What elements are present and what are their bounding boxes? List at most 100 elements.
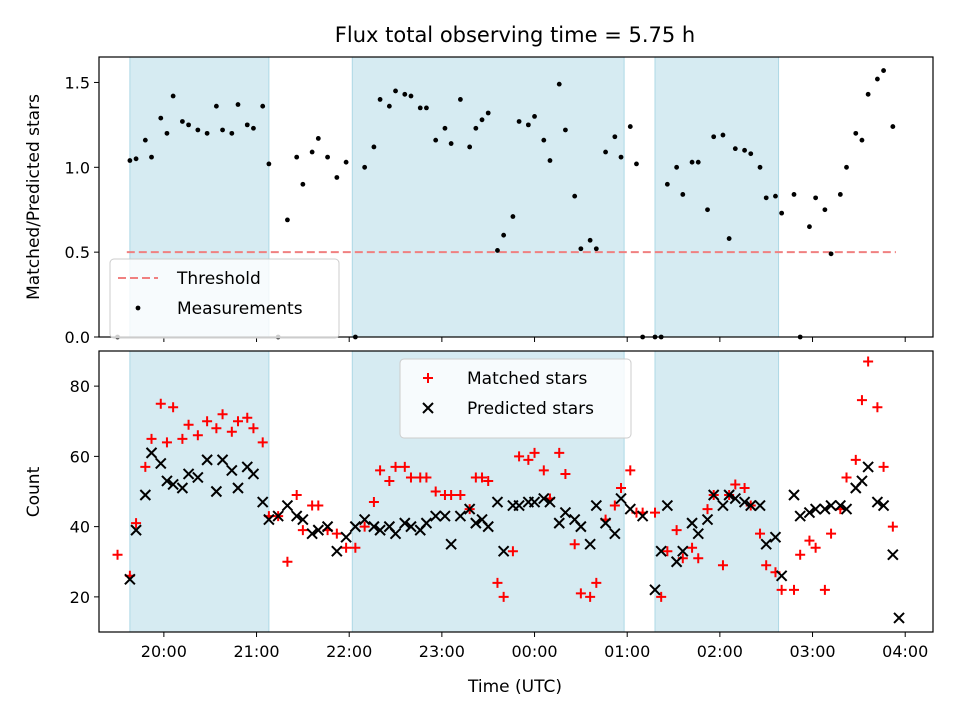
matched-star-point [217, 409, 228, 420]
predicted-star-point [297, 513, 309, 526]
predicted-star-point [803, 506, 816, 519]
predicted-star-point [312, 524, 325, 536]
predicted-star-point [893, 612, 905, 624]
measurement-point [343, 159, 349, 165]
predicted-star-point [723, 489, 735, 501]
measurement-point [371, 144, 377, 150]
measurement-point [773, 193, 778, 199]
matched-star-point [789, 584, 799, 595]
legend-label: Matched stars [467, 369, 587, 389]
predicted-star-point [130, 524, 142, 536]
measurement-point [393, 88, 398, 94]
matched-star-point [233, 416, 243, 427]
matched-star-point [560, 468, 571, 479]
matched-star-point [375, 465, 386, 476]
predicted-star-point [263, 513, 275, 526]
predicted-star-point [374, 524, 386, 536]
matched-star-point [168, 402, 179, 413]
predicted-star-point [513, 499, 525, 512]
predicted-star-point [201, 454, 213, 466]
measurement-point [127, 158, 133, 163]
predicted-star-point [887, 549, 899, 561]
matched-star-point [826, 528, 837, 539]
measurement-point [890, 124, 896, 129]
x-axis-label: Time (UTC) [467, 677, 562, 697]
legend-label: Measurements [177, 299, 303, 319]
matched-star-point [140, 461, 151, 472]
measurement-point [664, 181, 670, 187]
observing-interval-shade [654, 56, 780, 338]
plot-frame [98, 350, 934, 633]
predicted-star-point [139, 489, 152, 501]
measurement-point [837, 192, 843, 197]
y-tick-label: 0.0 [65, 328, 90, 347]
x-tick-label: 23:00 [419, 642, 465, 661]
predicted-star-point [599, 517, 612, 529]
matched-star-point [155, 398, 166, 409]
measurement-point [791, 192, 797, 197]
matched-star-point [492, 577, 503, 588]
predicted-star-point [463, 503, 476, 515]
measurement-point [266, 161, 272, 167]
matched-star-point [248, 423, 259, 434]
matched-star-point [856, 395, 867, 406]
plot-frame [98, 56, 934, 338]
measurement-point [473, 125, 479, 131]
matched-star-point [282, 556, 293, 567]
predicted-star-point [840, 503, 853, 515]
matched-star-point [131, 518, 142, 529]
measurement-point [875, 76, 880, 82]
matched-star-point [702, 504, 713, 515]
matched-star-point [146, 433, 157, 444]
measurement-point [495, 248, 500, 253]
predicted-star-point [661, 499, 674, 512]
x-tick-label: 04:00 [882, 642, 928, 661]
predicted-star-point [497, 545, 510, 557]
measurement-point [213, 103, 219, 109]
measurement-point [603, 149, 608, 155]
predicted-star-point [754, 499, 766, 512]
matched-star-point [755, 528, 766, 539]
y-tick-label: 1.0 [65, 158, 90, 177]
matched-star-point [850, 454, 861, 465]
measurement-point [334, 175, 340, 180]
matched-star-point [554, 447, 565, 458]
matched-star-point [242, 412, 253, 423]
measurement-point [458, 97, 463, 102]
predicted-star-point [368, 520, 380, 533]
measurement-point [674, 164, 680, 170]
measurement-point [525, 122, 531, 128]
measurement-point [578, 246, 584, 252]
measurement-point [402, 91, 408, 97]
matched-star-point [529, 447, 540, 458]
matched-star-point [313, 500, 324, 511]
matched-star-point [368, 497, 379, 508]
measurement-point [195, 127, 201, 133]
predicted-star-point [470, 517, 482, 529]
predicted-star-point [226, 464, 238, 477]
predicted-star-point [538, 492, 550, 505]
measurement-point [294, 154, 300, 160]
count-y-axis-label: Count [24, 466, 44, 517]
matched-star-point [455, 490, 466, 501]
matched-star-point [523, 454, 534, 465]
y-tick-label: 40 [70, 518, 90, 537]
predicted-star-point [340, 531, 352, 543]
measurement-point [424, 105, 429, 111]
predicted-star-point [655, 545, 667, 557]
matched-star-point [609, 500, 620, 511]
measurement-point [593, 246, 599, 252]
count-panel: 20 40 60 80 20:00 21:00 22:00 23:00 00:00 01:00 02… [70, 350, 934, 661]
measurement-point [748, 151, 754, 157]
matched-star-point [331, 528, 342, 539]
matched-star-point [616, 482, 627, 493]
chart-title: Flux total observing time = 5.75 h [335, 23, 695, 47]
ratio-panel: 0.0 0.5 1.0 1.5 Threshold Measurements [65, 56, 934, 347]
predicted-star-point [677, 545, 689, 557]
predicted-star-point [624, 503, 636, 515]
matched-star-point [819, 584, 830, 595]
measurement-point [763, 195, 769, 201]
matched-star-point [183, 419, 194, 430]
legend-box [399, 358, 632, 439]
predicted-star-point [454, 510, 467, 522]
